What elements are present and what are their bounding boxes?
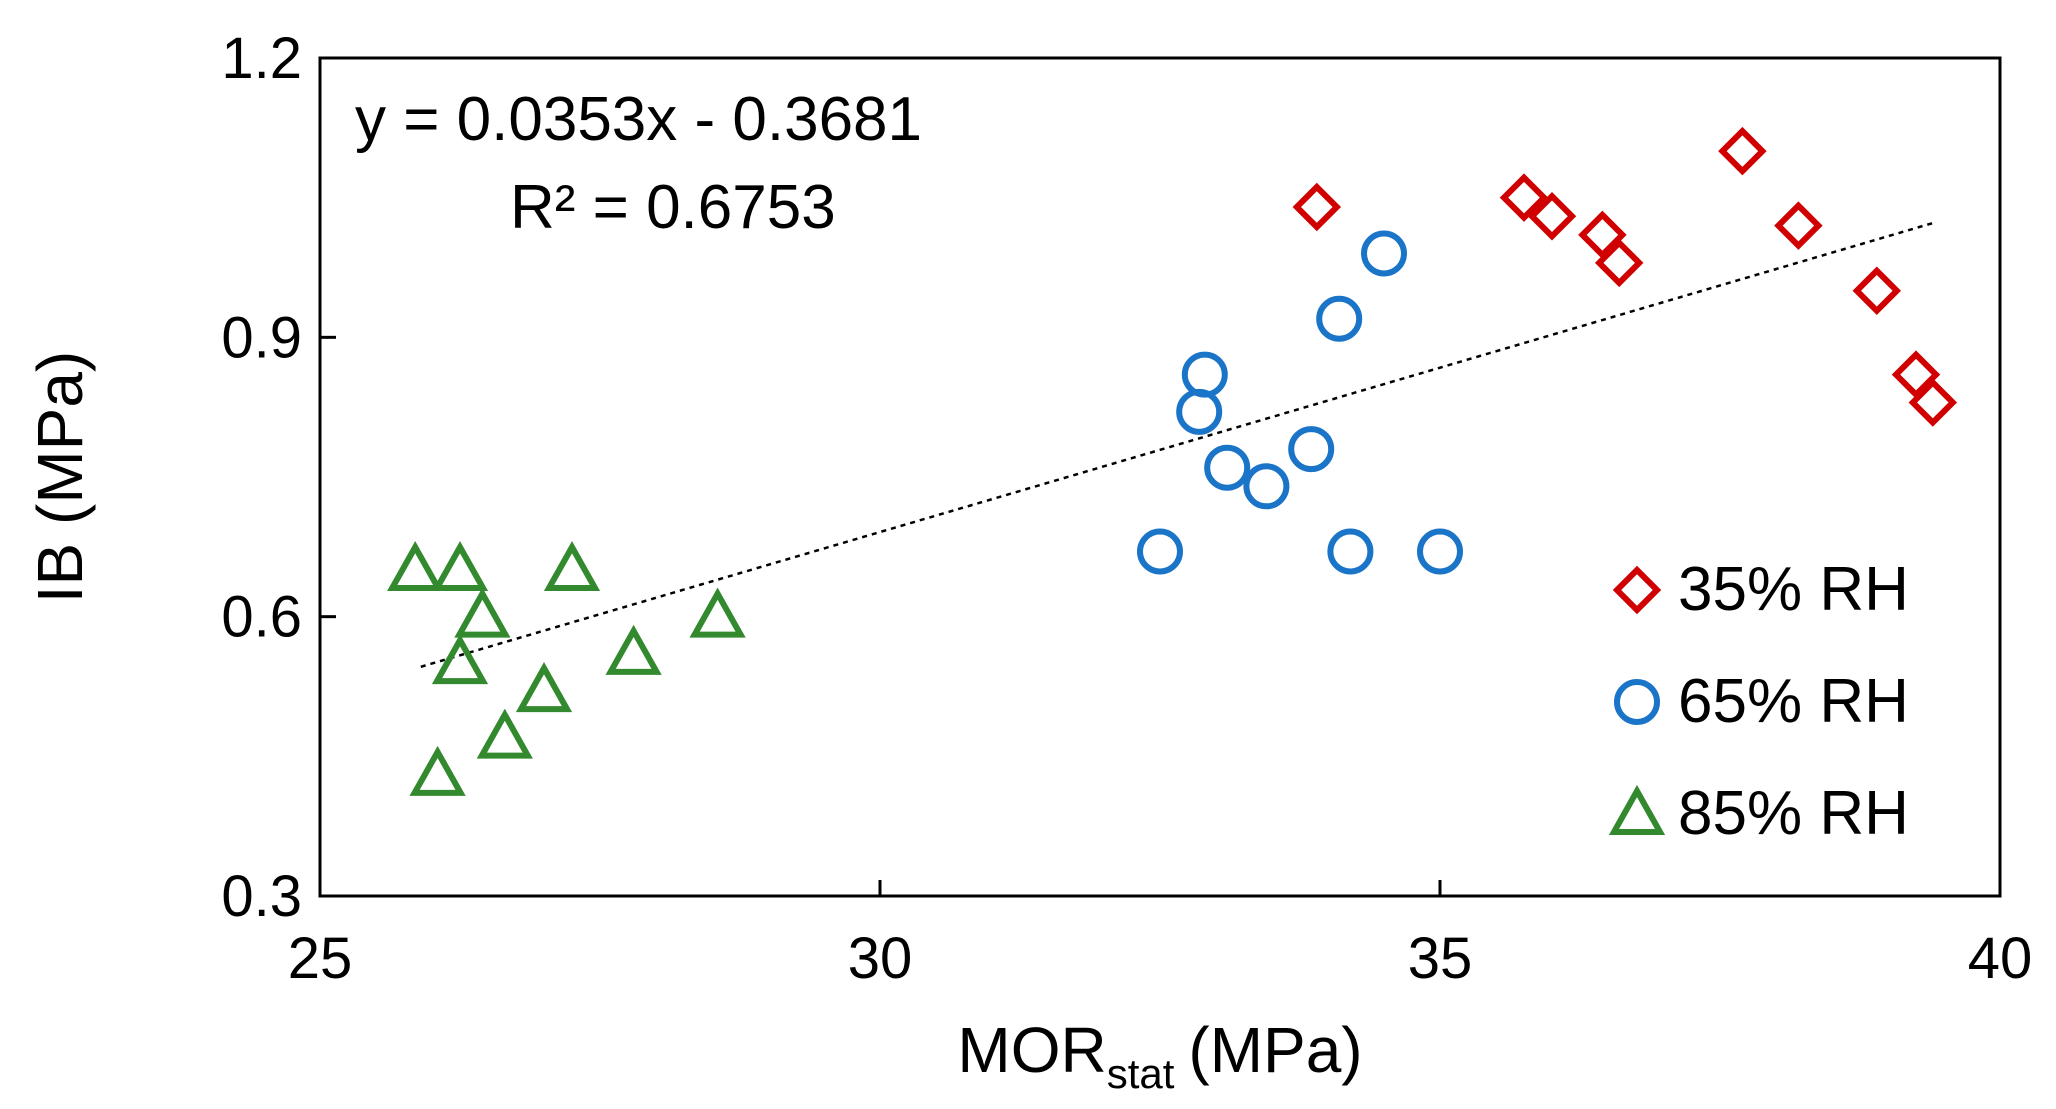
legend: 35% RH 65% RH 85% RH	[1608, 555, 1909, 848]
y-axis-title: IB (MPa)	[24, 351, 96, 603]
circle-point	[1288, 426, 1335, 473]
x-axis-title: MORstat (MPa)	[957, 1014, 1362, 1097]
trendline-r2: R² = 0.6753	[510, 173, 836, 242]
triangle-point	[605, 624, 662, 675]
triangle-point	[476, 708, 533, 759]
triangle-point	[454, 587, 511, 638]
triangle-point	[515, 662, 573, 713]
triangle-point	[431, 540, 489, 592]
diamond-point	[1908, 378, 1958, 427]
legend-circle-icon	[1614, 679, 1660, 725]
y-tick-label: 0.6	[221, 585, 302, 650]
circle-point	[1327, 528, 1374, 575]
triangle-point	[543, 540, 601, 592]
legend-triangle-icon	[1608, 784, 1666, 835]
circle-point	[1316, 295, 1363, 342]
diamond-point	[1852, 266, 1902, 316]
triangle-point	[387, 540, 444, 592]
x-axis-title-subscript: stat	[1107, 1050, 1175, 1097]
trendline-equation: y = 0.0353x - 0.3681	[355, 85, 922, 154]
x-tick-label: 30	[848, 926, 913, 991]
legend-label: 65% RH	[1678, 667, 1909, 736]
circle-point	[1417, 528, 1463, 575]
data-points	[387, 126, 1958, 796]
x-axis-title-unit: (MPa)	[1188, 1014, 1362, 1086]
diamond-point	[1578, 210, 1627, 260]
circle-point	[1181, 351, 1228, 398]
circle-point	[1361, 230, 1407, 277]
y-tick-label: 0.3	[221, 864, 302, 929]
triangle-point	[409, 745, 466, 796]
circle-point	[1137, 528, 1183, 575]
x-tick-label: 40	[1968, 926, 2033, 991]
x-tick-label: 25	[288, 926, 353, 991]
x-tick-label: 35	[1408, 926, 1473, 991]
trendline	[420, 221, 1934, 668]
diamond-point	[1718, 126, 1767, 176]
legend-label: 35% RH	[1678, 555, 1909, 624]
diamond-point	[1499, 173, 1549, 222]
triangle-point	[689, 587, 746, 638]
diamond-point	[1292, 182, 1342, 232]
diamond-point	[1891, 350, 1941, 399]
triangle-point	[431, 634, 489, 685]
diamond-point	[1527, 192, 1577, 241]
x-axis-title-main: MOR	[957, 1014, 1106, 1086]
circle-point	[1243, 463, 1290, 510]
x-axis: 25 30 35 40	[288, 880, 2033, 991]
legend-diamond-icon	[1612, 565, 1662, 615]
diamond-point	[1774, 201, 1823, 250]
circle-point	[1204, 444, 1251, 491]
circle-point	[1176, 388, 1223, 435]
diamond-point	[1594, 238, 1644, 288]
y-tick-label: 0.9	[221, 305, 302, 370]
y-axis: 0.3 0.6 0.9 1.2	[221, 26, 336, 929]
legend-label: 85% RH	[1678, 779, 1909, 848]
plot-area	[318, 56, 2002, 898]
y-tick-label: 1.2	[221, 26, 302, 91]
